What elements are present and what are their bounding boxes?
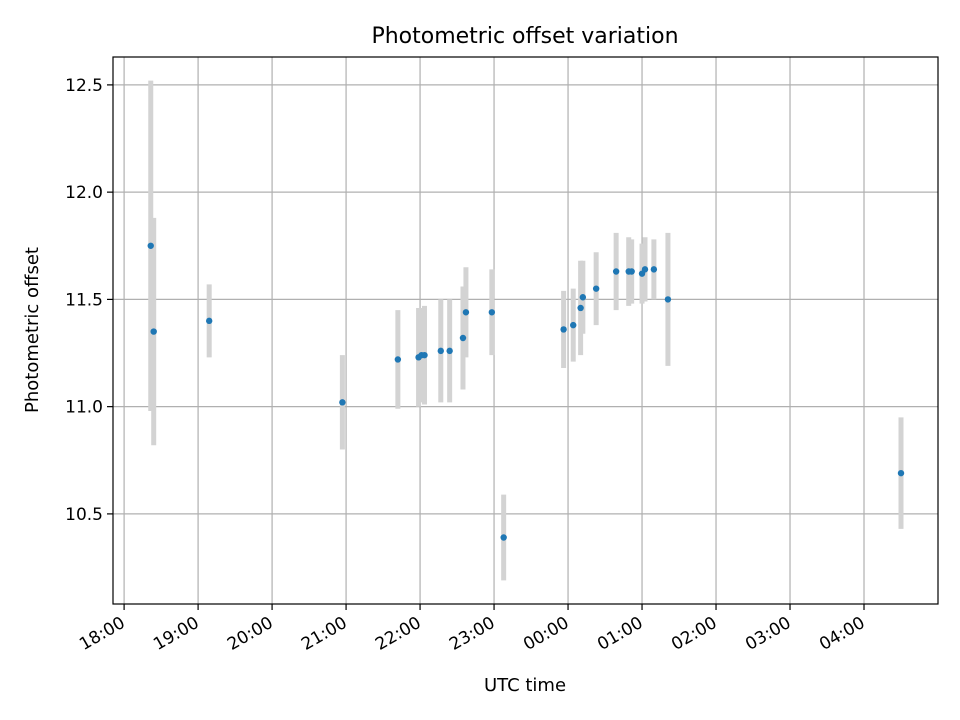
data-point — [592, 285, 600, 292]
data-point — [664, 296, 672, 303]
data-point — [394, 356, 402, 363]
x-tick-label: 02:00 — [668, 613, 720, 655]
y-axis-label: Photometric offset — [22, 247, 43, 413]
y-tick-label: 11.5 — [65, 290, 103, 310]
data-point — [437, 347, 444, 355]
data-points — [147, 242, 905, 541]
x-tick-label: 03:00 — [742, 613, 794, 655]
x-tick-label: 22:00 — [372, 613, 424, 655]
data-point — [612, 268, 620, 275]
data-point — [577, 304, 584, 312]
grid-lines — [113, 57, 938, 604]
data-point — [500, 534, 507, 541]
data-point — [462, 309, 470, 316]
data-point — [459, 334, 467, 342]
data-point — [205, 317, 213, 325]
data-point — [641, 266, 649, 273]
data-point — [339, 399, 346, 406]
x-tick-label: 23:00 — [446, 613, 498, 655]
y-tick-label: 12.0 — [65, 183, 103, 203]
data-point — [560, 326, 567, 333]
data-point — [150, 328, 157, 335]
x-tick-label: 18:00 — [76, 613, 128, 655]
x-tick-label: 04:00 — [816, 613, 868, 655]
x-tick-label: 21:00 — [298, 613, 350, 655]
data-point — [628, 268, 635, 275]
data-point — [579, 294, 587, 301]
chart-title: Photometric offset variation — [371, 24, 678, 49]
y-tick-label: 12.5 — [65, 76, 103, 96]
y-tick-label: 11.0 — [65, 398, 103, 418]
data-point — [446, 347, 453, 355]
x-tick-label: 01:00 — [594, 613, 646, 655]
y-axis-ticks: 10.5 11.0 11.5 12.0 12.5 — [65, 76, 113, 525]
x-axis-ticks: 18:00 19:00 20:00 21:00 22:00 23:00 00:00 01:00… — [76, 604, 869, 655]
data-point — [421, 351, 428, 359]
data-point — [897, 469, 905, 477]
x-axis-label: UTC time — [484, 675, 566, 696]
data-point — [650, 266, 658, 273]
x-tick-label: 19:00 — [150, 613, 202, 655]
data-point — [488, 309, 496, 316]
data-point — [147, 242, 154, 249]
x-tick-label: 20:00 — [224, 613, 276, 655]
error-bars — [148, 80, 904, 581]
plot-frame — [112, 56, 939, 605]
x-tick-label: 00:00 — [520, 613, 572, 655]
data-point — [570, 321, 577, 329]
y-tick-label: 10.5 — [65, 505, 103, 525]
